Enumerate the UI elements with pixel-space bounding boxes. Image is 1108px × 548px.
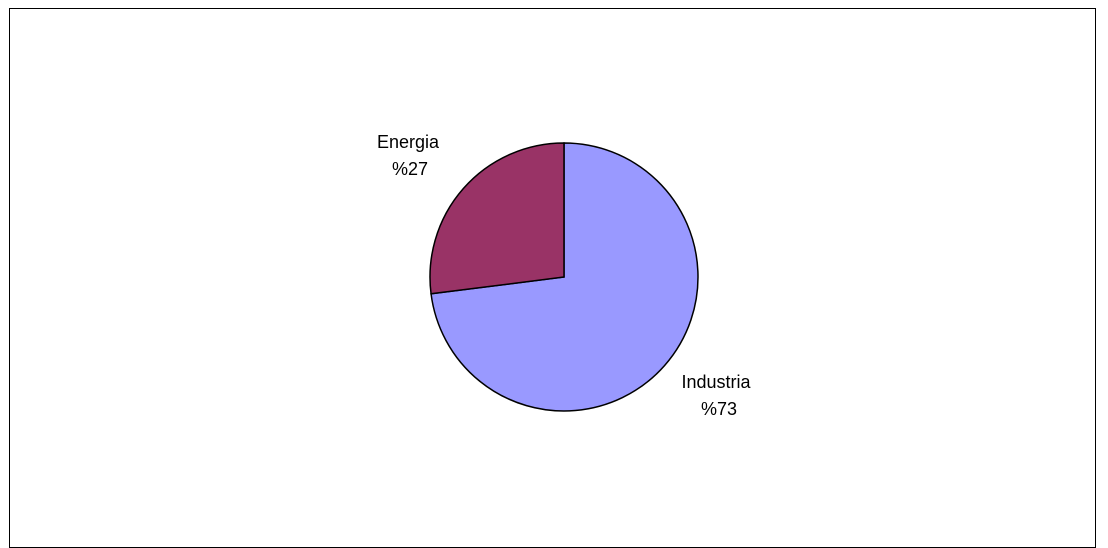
- pie-chart: Energia %27 Industria %73: [377, 132, 752, 419]
- slice-label-industria-percent: %73: [701, 399, 737, 419]
- slice-label-industria-name: Industria: [681, 372, 751, 392]
- pie-slice-energia: [429, 142, 565, 295]
- pie-slices: [429, 142, 699, 412]
- slice-label-energia-percent: %27: [392, 159, 428, 179]
- slice-label-energia-name: Energia: [377, 132, 440, 152]
